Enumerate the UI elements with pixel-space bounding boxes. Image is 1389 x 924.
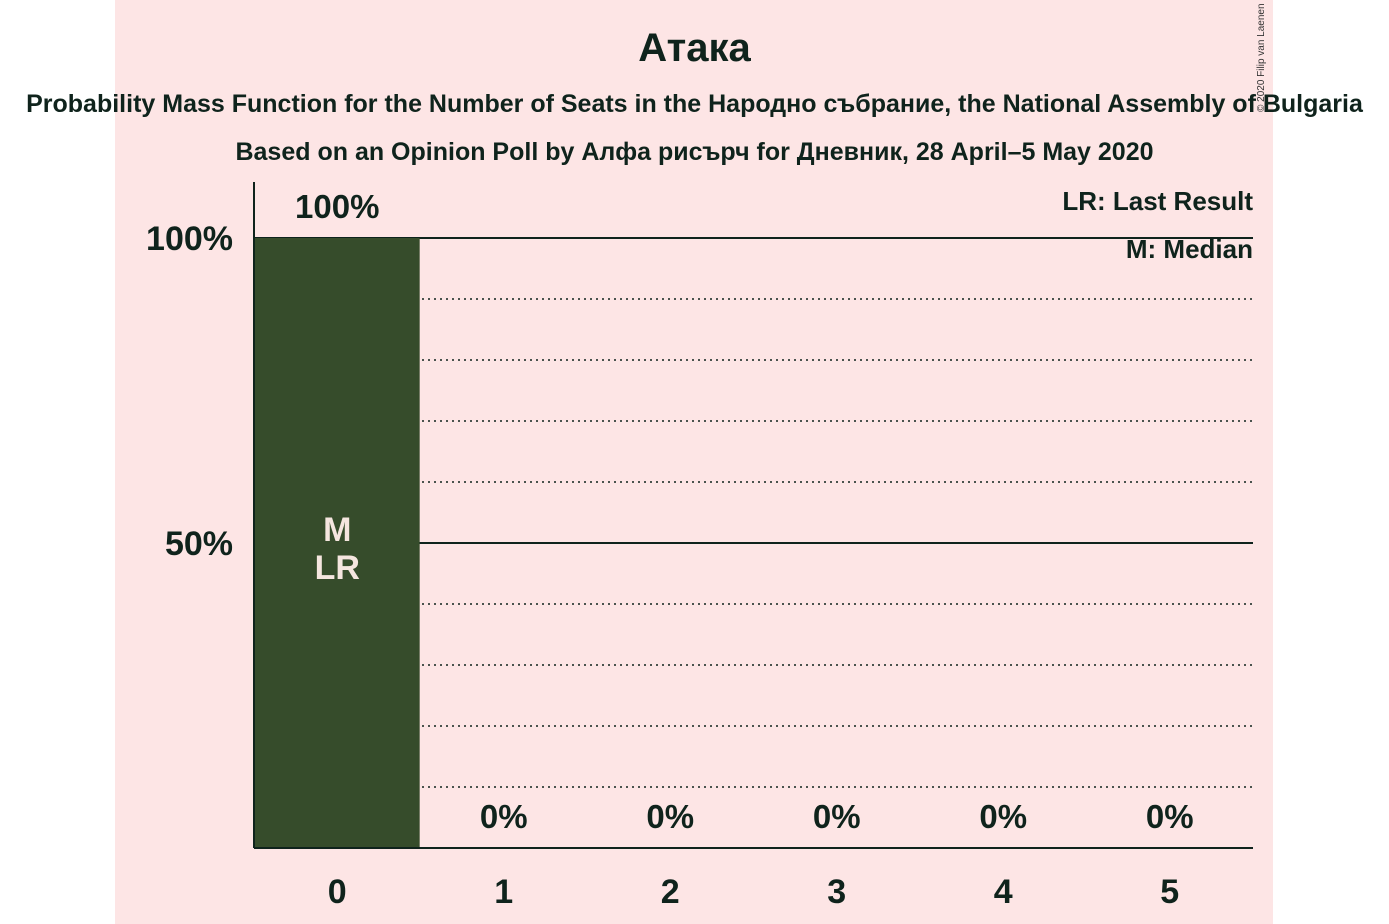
bar-value-label: 0% xyxy=(979,798,1027,835)
x-tick-label: 3 xyxy=(827,873,846,911)
chart-source: Based on an Opinion Poll by Алфа рисърч … xyxy=(235,138,1154,166)
bar-value-label: 100% xyxy=(295,188,379,225)
x-tick-label: 4 xyxy=(994,873,1013,911)
bar-annotation: M xyxy=(323,511,351,549)
bar-annotation: LR xyxy=(315,549,360,587)
bar-value-label: 0% xyxy=(646,798,694,835)
chart-subtitle: Probability Mass Function for the Number… xyxy=(26,90,1363,118)
x-tick-label: 0 xyxy=(328,873,347,911)
y-tick-label: 50% xyxy=(165,525,233,563)
x-tick-label: 1 xyxy=(494,873,513,911)
bar-value-label: 0% xyxy=(480,798,528,835)
x-tick-label: 5 xyxy=(1160,873,1179,911)
legend-entry: M: Median xyxy=(1126,234,1253,264)
bar-value-label: 0% xyxy=(1146,798,1194,835)
x-tick-label: 2 xyxy=(661,873,680,911)
bar xyxy=(254,238,420,848)
bar-value-label: 0% xyxy=(813,798,861,835)
chart-title: Атака xyxy=(638,26,751,70)
legend-entry: LR: Last Result xyxy=(1062,186,1253,216)
y-tick-label: 100% xyxy=(146,220,233,258)
